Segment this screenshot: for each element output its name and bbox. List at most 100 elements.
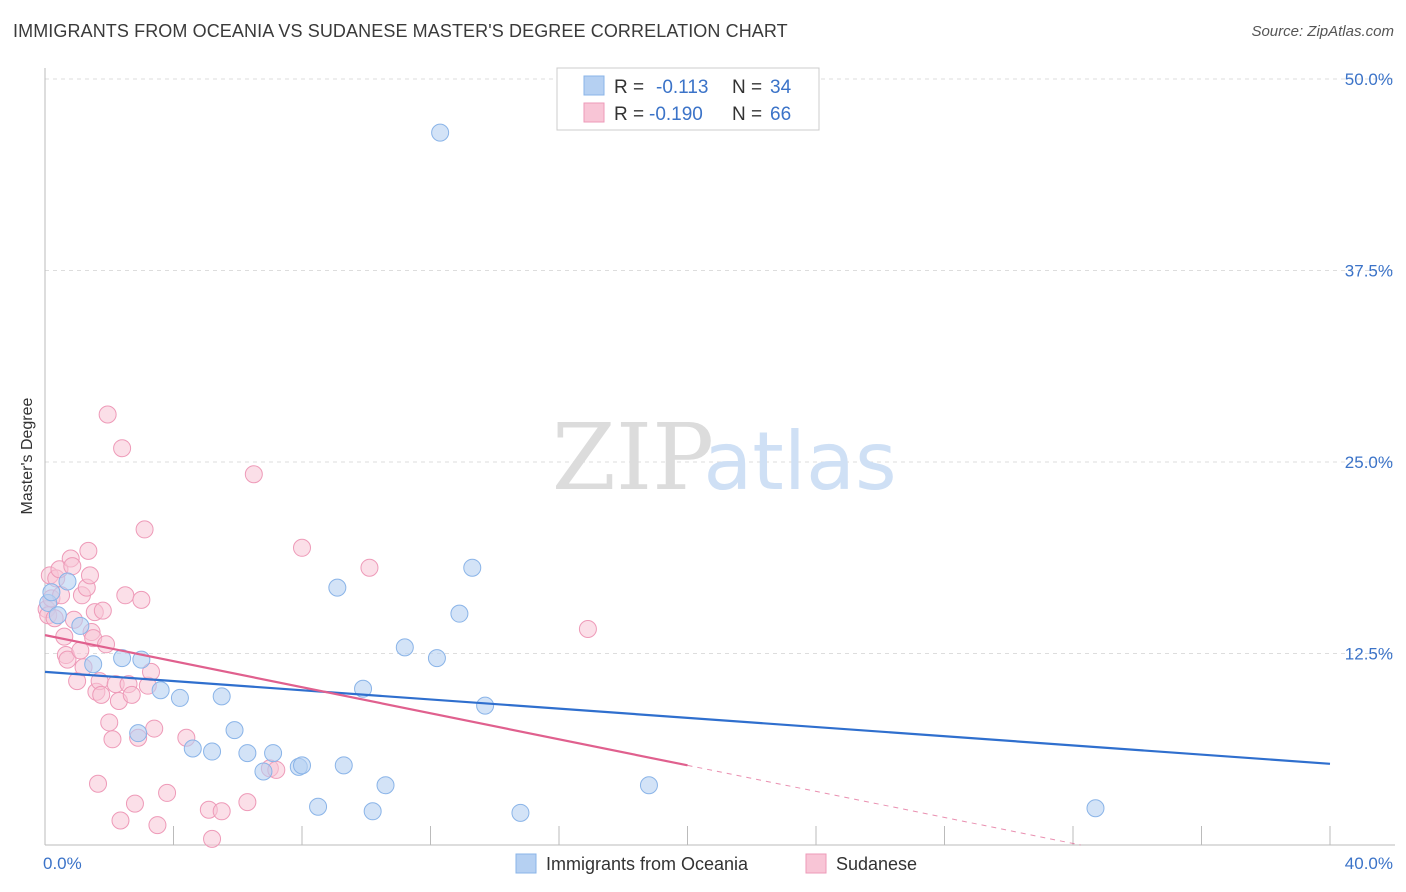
trend-line-sudanese-extension — [687, 764, 1081, 846]
data-point-sudanese — [203, 829, 222, 848]
legend-n-label-1: N = — [732, 77, 762, 98]
y-tick-label: 50.0% — [1345, 70, 1393, 89]
data-point-sudanese — [100, 713, 119, 732]
data-point-oceania — [463, 558, 482, 577]
data-point-oceania — [151, 681, 170, 700]
data-point-sudanese — [578, 619, 597, 638]
legend-n-value-1: 34 — [770, 77, 792, 98]
data-point-sudanese — [113, 439, 132, 458]
legend-n-label-2: N = — [732, 104, 762, 125]
trend-line-oceania — [44, 670, 1331, 765]
data-point-sudanese — [55, 627, 74, 646]
source-label: Source: ZipAtlas.com — [1251, 23, 1394, 40]
data-point-oceania — [1086, 799, 1105, 818]
bottom-legend-label-pink: Sudanese — [836, 854, 917, 874]
data-point-sudanese — [92, 685, 111, 704]
legend-n-value-2: 66 — [770, 104, 791, 125]
data-point-oceania — [376, 776, 395, 795]
data-point-sudanese — [97, 635, 116, 654]
y-tick-label: 25.0% — [1345, 453, 1393, 472]
x-tick-labels: 0.0% 40.0% — [43, 854, 1393, 873]
data-point-oceania — [431, 123, 450, 142]
data-point-oceania — [129, 724, 148, 743]
trend-lines — [44, 634, 1331, 846]
oceania-points — [39, 123, 1105, 822]
data-point-sudanese — [244, 465, 263, 484]
data-point-sudanese — [89, 774, 108, 793]
legend-r-label-2: R = — [614, 104, 644, 125]
data-point-oceania — [334, 756, 353, 775]
data-point-sudanese — [98, 405, 117, 424]
data-point-oceania — [42, 583, 61, 602]
data-point-oceania — [71, 616, 90, 635]
data-point-oceania — [450, 604, 469, 623]
data-point-oceania — [427, 649, 446, 668]
legend-swatch-blue — [583, 75, 605, 96]
y-tick-labels: 12.5% 25.0% 37.5% 50.0% — [1345, 70, 1393, 664]
data-point-oceania — [170, 688, 189, 707]
x-tick-label: 40.0% — [1345, 854, 1393, 873]
data-point-sudanese — [111, 811, 130, 830]
data-point-oceania — [48, 606, 67, 625]
data-point-sudanese — [135, 520, 154, 539]
data-point-oceania — [58, 572, 77, 591]
y-tick-label: 12.5% — [1345, 645, 1393, 664]
data-point-oceania — [354, 679, 373, 698]
data-point-sudanese — [103, 730, 122, 749]
y-axis-label: Master's Degree — [19, 397, 36, 514]
data-point-oceania — [212, 687, 231, 706]
bottom-legend-swatch-pink — [805, 853, 827, 874]
data-point-oceania — [264, 744, 283, 763]
data-point-oceania — [238, 744, 257, 763]
data-point-oceania — [225, 721, 244, 740]
trend-line-sudanese — [44, 634, 688, 767]
data-point-oceania — [476, 696, 495, 715]
sudanese-points — [37, 405, 597, 848]
series-legend: Immigrants from Oceania Sudanese — [515, 853, 917, 874]
data-point-sudanese — [58, 650, 77, 669]
data-point-sudanese — [145, 719, 164, 738]
chart-title: IMMIGRANTS FROM OCEANIA VS SUDANESE MAST… — [13, 21, 788, 41]
data-point-sudanese — [148, 816, 167, 835]
grid-lines — [45, 78, 1395, 654]
data-point-sudanese — [125, 794, 144, 813]
bottom-legend-swatch-blue — [515, 853, 537, 874]
data-point-oceania — [113, 649, 132, 668]
data-point-sudanese — [212, 802, 231, 821]
data-point-sudanese — [79, 541, 98, 560]
data-point-sudanese — [93, 601, 112, 620]
legend-r-label-1: R = — [614, 77, 644, 98]
data-point-oceania — [309, 797, 328, 816]
data-point-oceania — [363, 802, 382, 821]
data-point-sudanese — [158, 783, 177, 802]
data-point-oceania — [511, 803, 530, 822]
data-point-sudanese — [360, 558, 379, 577]
data-point-oceania — [84, 655, 103, 674]
legend-swatch-pink — [583, 102, 605, 123]
bottom-legend-label-blue: Immigrants from Oceania — [546, 854, 749, 874]
data-point-sudanese — [132, 590, 151, 609]
data-point-sudanese — [293, 538, 311, 557]
legend-r-value-1: -0.113 — [656, 77, 708, 98]
x-tick-label: 0.0% — [43, 854, 82, 873]
legend-r-value-2: -0.190 — [649, 104, 703, 125]
data-point-oceania — [254, 762, 273, 781]
data-point-oceania — [395, 638, 414, 657]
data-point-oceania — [183, 739, 202, 758]
data-point-sudanese — [122, 685, 141, 704]
data-point-sudanese — [63, 557, 82, 576]
data-point-oceania — [293, 756, 311, 775]
data-point-sudanese — [80, 566, 99, 585]
data-point-oceania — [203, 742, 222, 761]
data-point-sudanese — [238, 793, 257, 812]
correlation-legend: R = -0.113 N = 34 R = -0.190 N = 66 — [556, 67, 820, 131]
watermark-zip: ZIP — [552, 404, 714, 511]
watermark-atlas: atlas — [703, 415, 896, 508]
data-point-oceania — [639, 776, 658, 795]
data-point-oceania — [328, 578, 347, 597]
data-point-sudanese — [116, 586, 135, 605]
axes — [44, 68, 1395, 846]
y-tick-label: 37.5% — [1345, 262, 1393, 281]
watermark: ZIP atlas — [552, 404, 897, 511]
